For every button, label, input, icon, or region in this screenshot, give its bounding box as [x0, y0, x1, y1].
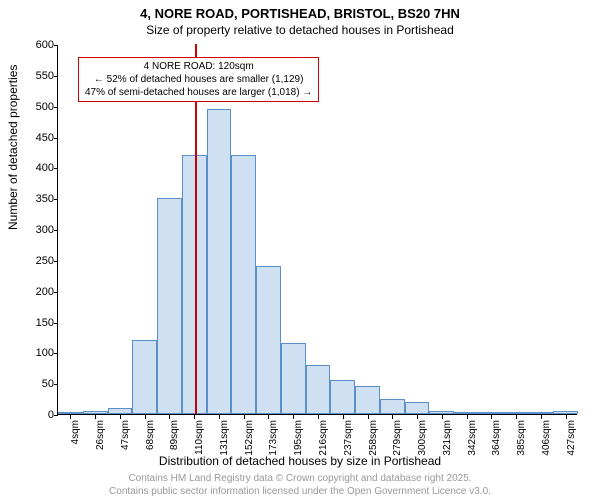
histogram-bar	[83, 411, 108, 414]
histogram-bar	[157, 198, 182, 414]
x-tick-label: 406sqm	[541, 420, 552, 456]
histogram-bar	[405, 402, 430, 414]
x-tick-label: 47sqm	[120, 420, 131, 450]
y-axis-label: Number of detached properties	[6, 65, 20, 230]
histogram-bar	[479, 412, 504, 414]
x-tick-label: 258sqm	[368, 420, 379, 456]
x-tick-label: 4sqm	[70, 420, 81, 444]
histogram-chart: 4, NORE ROAD, PORTISHEAD, BRISTOL, BS20 …	[0, 0, 600, 500]
x-tick-label: 195sqm	[293, 420, 304, 456]
histogram-bar	[108, 408, 133, 414]
annotation-larger: 47% of semi-detached houses are larger (…	[85, 86, 312, 99]
x-tick-label: 152sqm	[244, 420, 255, 456]
histogram-bar	[231, 155, 256, 414]
chart-subtitle: Size of property relative to detached ho…	[0, 23, 600, 37]
x-tick-label: 279sqm	[392, 420, 403, 456]
x-tick-label: 321sqm	[442, 420, 453, 456]
x-tick-label: 427sqm	[566, 420, 577, 456]
histogram-bar	[429, 411, 454, 414]
histogram-bar	[256, 266, 281, 414]
histogram-bar	[281, 343, 306, 414]
x-tick-label: 89sqm	[169, 420, 180, 450]
histogram-bar	[355, 386, 380, 414]
footer-line-1: Contains HM Land Registry data © Crown c…	[0, 472, 600, 485]
x-tick-label: 385sqm	[516, 420, 527, 456]
x-tick-label: 131sqm	[219, 420, 230, 456]
x-tick-label: 26sqm	[95, 420, 106, 450]
x-tick-label: 68sqm	[145, 420, 156, 450]
x-axis-label: Distribution of detached houses by size …	[0, 454, 600, 468]
x-tick-label: 173sqm	[268, 420, 279, 456]
x-tick-label: 237sqm	[343, 420, 354, 456]
histogram-bar	[553, 411, 578, 414]
histogram-bar	[330, 380, 355, 414]
plot-area: 4 NORE ROAD: 120sqm ← 52% of detached ho…	[57, 45, 577, 415]
annotation-smaller: ← 52% of detached houses are smaller (1,…	[85, 73, 312, 86]
footer-line-2: Contains public sector information licen…	[0, 485, 600, 498]
histogram-bar	[58, 412, 83, 414]
histogram-bar	[528, 412, 553, 414]
x-tick-label: 342sqm	[467, 420, 478, 456]
histogram-bar	[504, 412, 529, 414]
annotation-title: 4 NORE ROAD: 120sqm	[85, 60, 312, 73]
histogram-bar	[380, 399, 405, 414]
histogram-bar	[207, 109, 232, 414]
chart-title: 4, NORE ROAD, PORTISHEAD, BRISTOL, BS20 …	[0, 6, 600, 21]
x-tick-label: 216sqm	[318, 420, 329, 456]
histogram-bar	[454, 412, 479, 414]
histogram-bar	[132, 340, 157, 414]
histogram-bar	[306, 365, 331, 414]
x-tick-label: 364sqm	[491, 420, 502, 456]
x-tick-label: 300sqm	[417, 420, 428, 456]
x-tick-label: 110sqm	[194, 420, 205, 455]
chart-footer: Contains HM Land Registry data © Crown c…	[0, 472, 600, 498]
annotation-box: 4 NORE ROAD: 120sqm ← 52% of detached ho…	[78, 57, 319, 102]
